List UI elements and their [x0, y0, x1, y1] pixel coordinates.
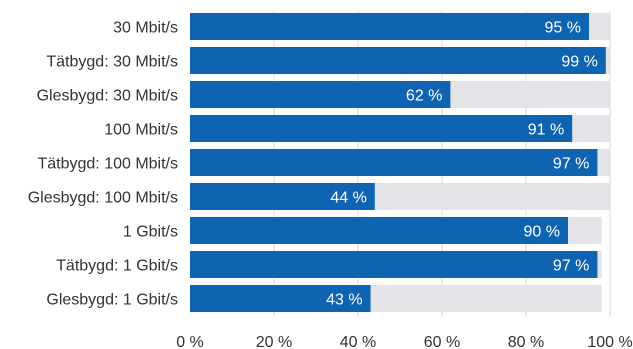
x-tick-label: 20 %	[256, 334, 292, 349]
category-label: 1 Gbit/s	[123, 224, 178, 241]
label-layer: 30 Mbit/s 95 % Tätbygd: 30 Mbit/s 99 % Glesb…	[28, 20, 598, 309]
data-label: 99 %	[561, 54, 597, 71]
category-label: Tätbygd: 1 Gbit/s	[56, 258, 178, 275]
bar	[190, 183, 375, 210]
x-tick-label: 40 %	[340, 334, 376, 349]
category-label: 30 Mbit/s	[113, 20, 178, 37]
data-label: 91 %	[528, 122, 564, 139]
category-label: 100 Mbit/s	[104, 122, 178, 139]
data-label: 97 %	[553, 258, 589, 275]
x-tick-label: 80 %	[508, 334, 544, 349]
bar	[190, 81, 451, 108]
category-label: Glesbygd: 1 Gbit/s	[46, 292, 178, 309]
bar	[190, 217, 568, 244]
data-label: 43 %	[326, 292, 362, 309]
bar-layer	[190, 13, 610, 312]
category-label: Tätbygd: 30 Mbit/s	[46, 54, 178, 71]
data-label: 90 %	[524, 224, 560, 241]
data-label: 95 %	[545, 20, 581, 37]
category-label: Glesbygd: 30 Mbit/s	[37, 88, 178, 105]
data-label: 44 %	[330, 190, 366, 207]
data-label: 97 %	[553, 156, 589, 173]
category-label: Tätbygd: 100 Mbit/s	[37, 156, 178, 173]
bar	[190, 251, 598, 278]
category-label: Glesbygd: 100 Mbit/s	[28, 190, 178, 207]
bar	[190, 285, 371, 312]
data-label: 62 %	[406, 88, 442, 105]
bar	[190, 47, 606, 74]
bar	[190, 13, 589, 40]
x-tick-label: 100 %	[587, 334, 632, 349]
bar	[190, 115, 573, 142]
x-axis: 0 % 20 % 40 % 60 % 80 % 100 %	[176, 334, 632, 349]
bar	[190, 149, 598, 176]
x-tick-label: 60 %	[424, 334, 460, 349]
x-tick-label: 0 %	[176, 334, 204, 349]
